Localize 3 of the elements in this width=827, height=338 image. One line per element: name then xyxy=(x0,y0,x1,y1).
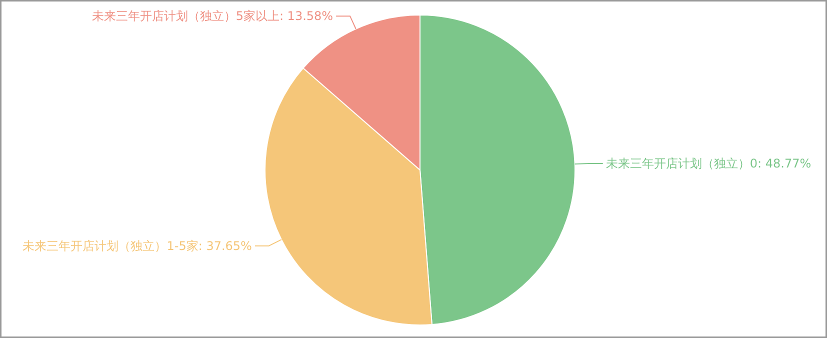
slice-label: 未来三年开店计划（独立）1-5家: 37.65% xyxy=(22,238,252,253)
slice-label: 未来三年开店计划（独立）5家以上: 13.58% xyxy=(92,9,334,24)
slice-label: 未来三年开店计划（独立）0: 48.77% xyxy=(606,156,812,170)
